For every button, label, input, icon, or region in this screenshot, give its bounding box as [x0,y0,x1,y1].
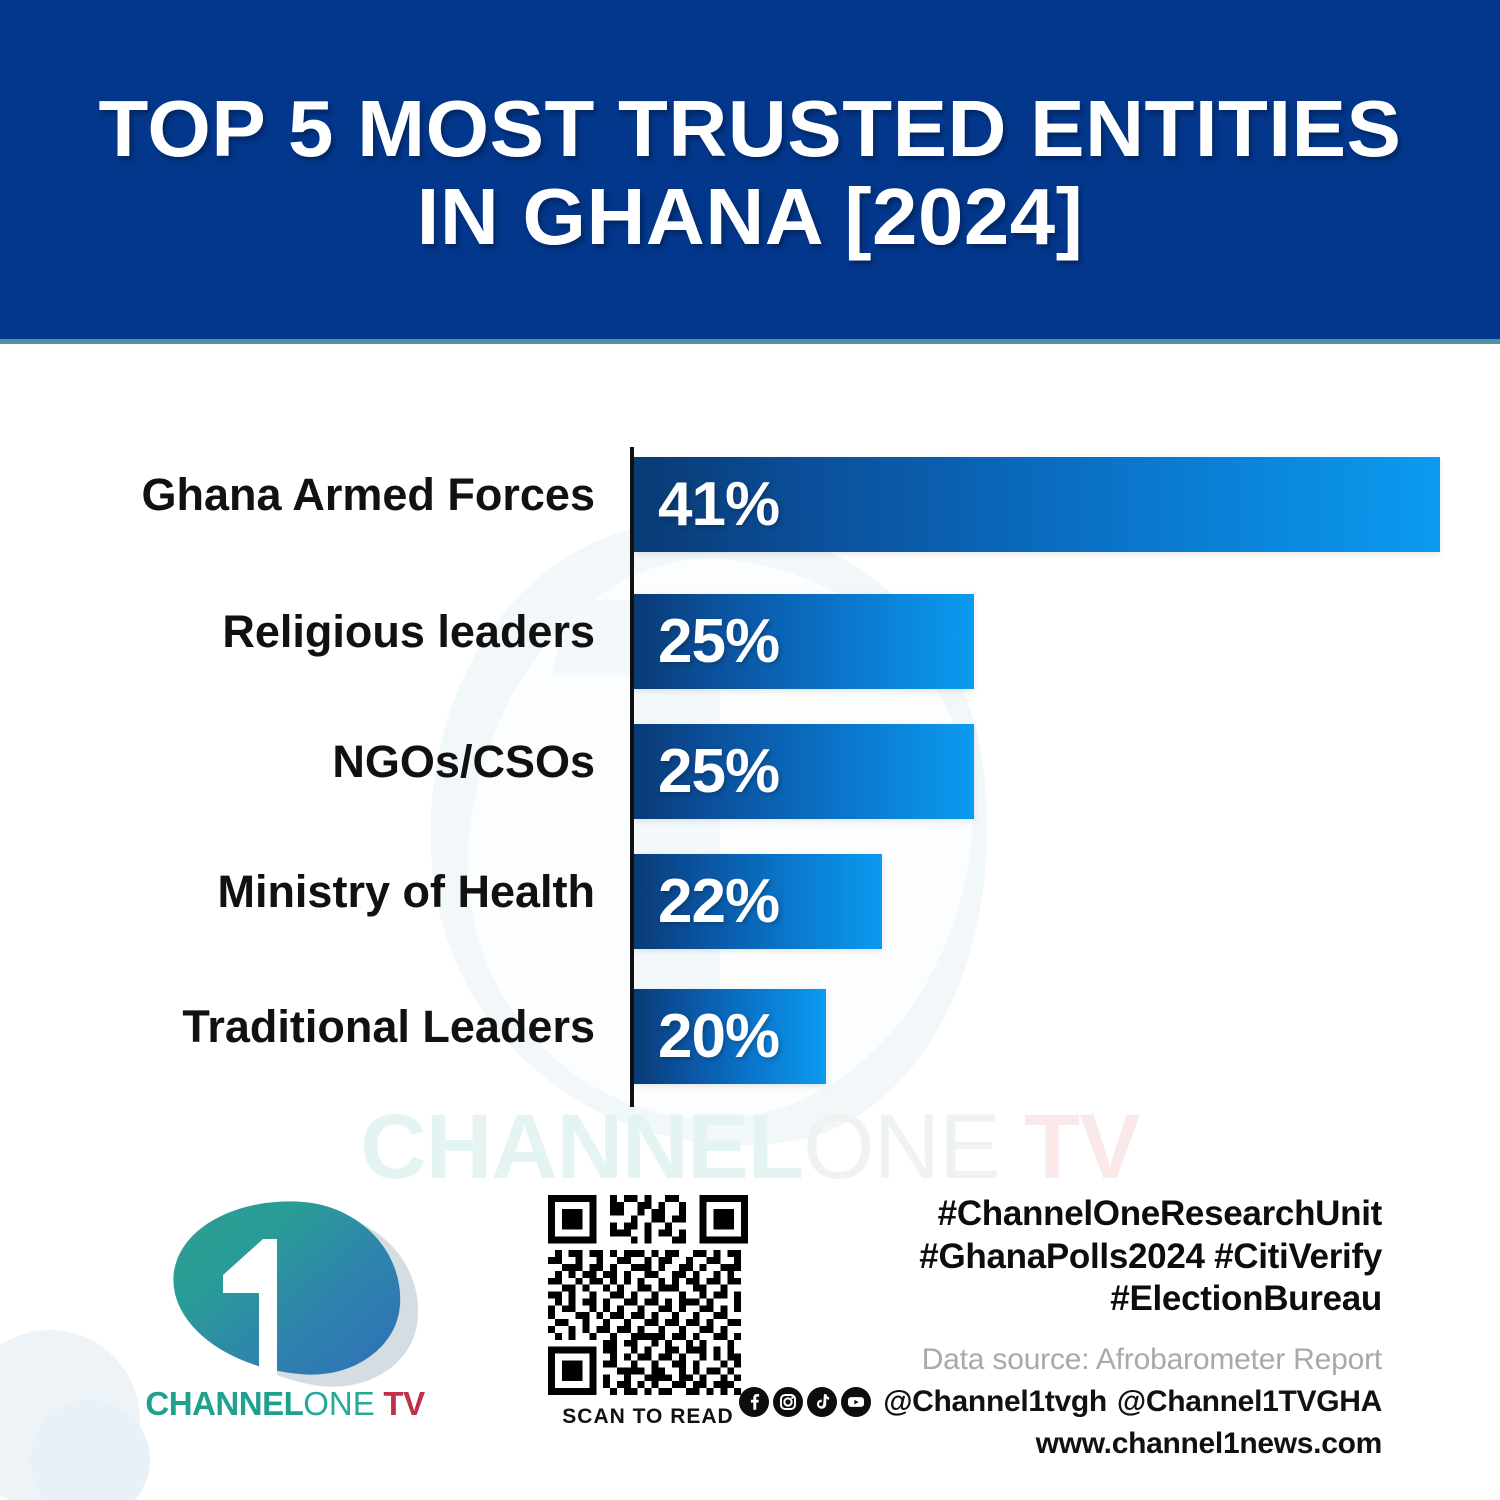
bar-0: 41% [634,457,1440,552]
instagram-icon[interactable] [773,1387,804,1418]
facebook-icon[interactable] [739,1387,770,1418]
logo-word-channel: CHANNEL [145,1385,304,1422]
bar-value-4: 20% [658,1001,780,1071]
bar-value-2: 25% [658,736,780,806]
header-banner: TOP 5 MOST TRUSTED ENTITIES IN GHANA [20… [0,0,1500,339]
hashtag-line-2: #GhanaPolls2024 #CitiVerify [919,1236,1382,1276]
bar-value-1: 25% [658,606,780,676]
tiktok-icon[interactable] [807,1387,838,1418]
bar-label-2: NGOs/CSOs [332,736,595,787]
qr-caption: SCAN TO READ [562,1405,734,1428]
logo-numeral-one-icon [215,1225,345,1395]
bar-label-1: Religious leaders [222,606,595,657]
qr-code-block[interactable]: SCAN TO READ [548,1195,760,1429]
page-title-line-1: TOP 5 MOST TRUSTED ENTITIES [98,83,1402,173]
page-title-line-2: IN GHANA [2024] [416,171,1084,261]
youtube-icon[interactable] [841,1387,872,1418]
social-icon-group [739,1387,872,1418]
data-source-text: Data source: Afrobarometer Report [921,1343,1382,1377]
header-divider [0,339,1500,344]
bar-label-0: Ghana Armed Forces [141,469,595,520]
social-media-line: @Channel1tvgh @Channel1TVGHA [739,1385,1382,1419]
bar-value-0: 41% [658,469,780,539]
footer-right-column: #ChannelOneResearchUnit #GhanaPolls2024 … [739,1193,1383,1461]
hashtag-block: #ChannelOneResearchUnit #GhanaPolls2024 … [762,1193,1382,1321]
bar-label-3: Ministry of Health [217,866,595,917]
background-corner-circle-2 [30,1400,150,1500]
bar-label-4: Traditional Leaders [182,1001,595,1052]
hashtag-line-1: #ChannelOneResearchUnit [937,1194,1383,1233]
bar-3: 22% [634,854,882,949]
bar-4: 20% [634,989,826,1084]
bar-1: 25% [634,594,974,689]
hashtag-line-3: #ElectionBureau [1110,1279,1382,1319]
logo-word-one: ONE [303,1385,375,1422]
logo-mark [155,1193,433,1400]
social-handle[interactable]: @Channel1tvgh [883,1385,1107,1419]
channelone-tv-logo: CHANNELONE TV [130,1193,440,1435]
bar-2: 25% [634,724,974,819]
bar-chart: Ghana Armed Forces 41% Religious leaders… [0,339,1500,1129]
footer: CHANNELONE TV [0,1175,1500,1500]
x-handle[interactable]: @Channel1TVGHA [1116,1385,1382,1419]
logo-word-tv: TV [374,1385,425,1422]
qr-code-icon[interactable] [548,1195,748,1395]
logo-wordmark: CHANNELONE TV [130,1385,440,1423]
website-url[interactable]: www.channel1news.com [1035,1427,1383,1461]
page-title: TOP 5 MOST TRUSTED ENTITIES IN GHANA [20… [36,83,1464,257]
bar-value-3: 22% [658,866,780,936]
